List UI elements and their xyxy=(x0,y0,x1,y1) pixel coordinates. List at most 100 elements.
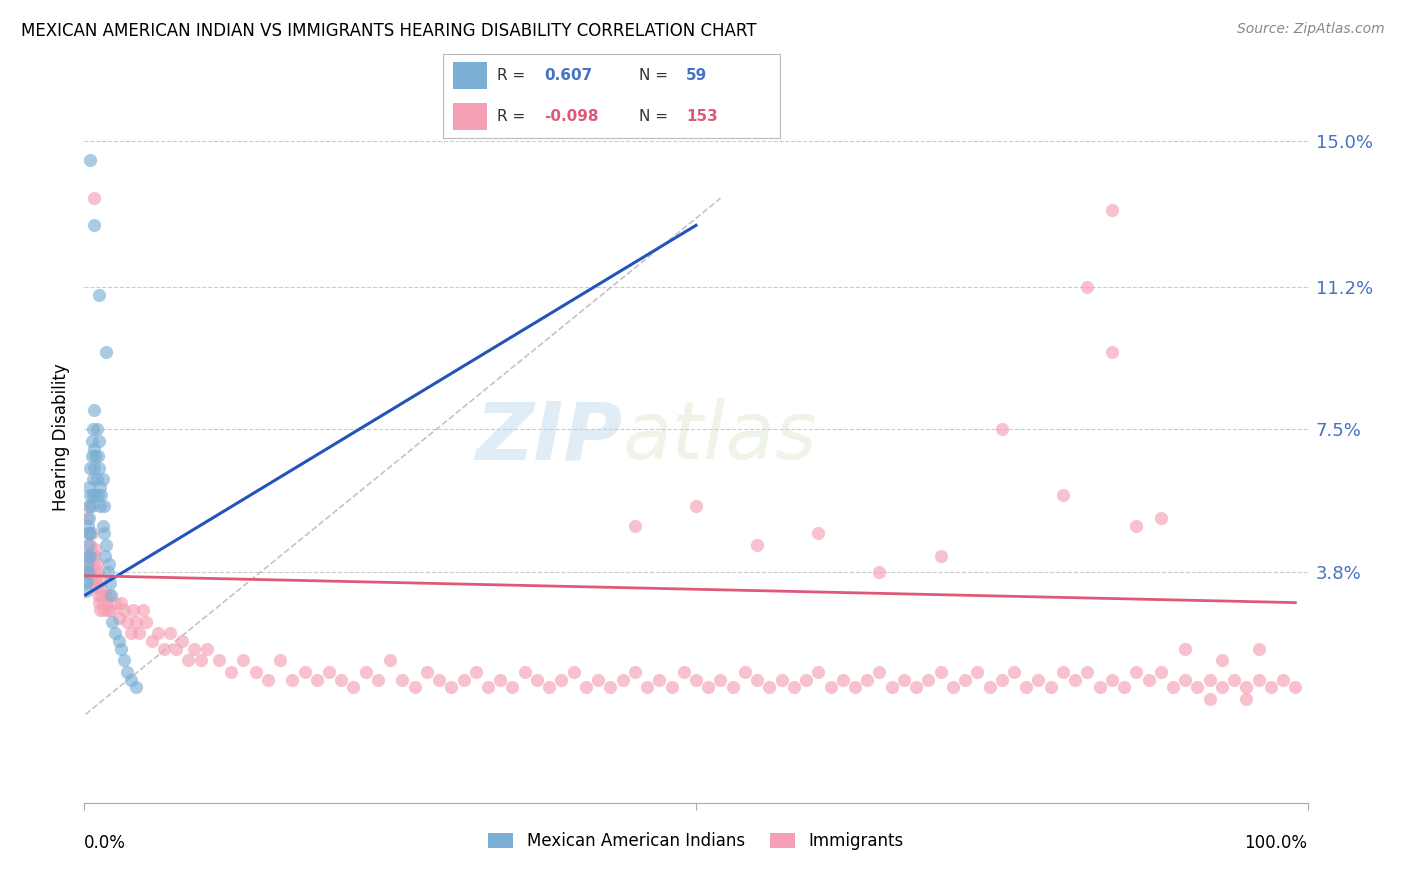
Point xyxy=(1272,673,1295,687)
Point xyxy=(1247,641,1270,656)
Point xyxy=(125,681,148,695)
Point xyxy=(831,673,853,687)
Point xyxy=(526,673,548,687)
Text: N =: N = xyxy=(638,109,668,124)
Point xyxy=(942,681,965,695)
Text: R =: R = xyxy=(496,68,524,83)
Point xyxy=(1064,673,1087,687)
Point xyxy=(93,500,115,514)
Point xyxy=(91,596,114,610)
Text: -0.098: -0.098 xyxy=(544,109,599,124)
Point xyxy=(747,538,769,552)
Point xyxy=(80,526,103,541)
Point xyxy=(1223,673,1246,687)
Text: MEXICAN AMERICAN INDIAN VS IMMIGRANTS HEARING DISABILITY CORRELATION CHART: MEXICAN AMERICAN INDIAN VS IMMIGRANTS HE… xyxy=(21,22,756,40)
Point xyxy=(416,665,439,679)
Point xyxy=(1284,681,1306,695)
Point xyxy=(83,461,105,475)
Point xyxy=(87,461,110,475)
Point xyxy=(1187,681,1209,695)
Point xyxy=(747,673,769,687)
Point xyxy=(80,500,103,514)
Point xyxy=(89,500,111,514)
Point xyxy=(89,603,111,617)
Point xyxy=(100,603,122,617)
Point xyxy=(91,472,114,486)
Point xyxy=(404,681,426,695)
Point xyxy=(77,549,100,564)
Point xyxy=(120,673,142,687)
Point xyxy=(83,403,105,417)
Point xyxy=(856,673,879,687)
Point xyxy=(820,681,842,695)
Point xyxy=(115,615,138,629)
Point xyxy=(685,673,707,687)
Point xyxy=(84,450,107,464)
Point xyxy=(79,461,101,475)
Point xyxy=(100,588,122,602)
Point xyxy=(104,596,127,610)
Point xyxy=(93,526,115,541)
Point xyxy=(391,673,413,687)
Point xyxy=(513,665,536,679)
Point xyxy=(83,191,105,205)
Point xyxy=(79,153,101,167)
Point xyxy=(807,665,830,679)
Point xyxy=(90,588,112,602)
Point xyxy=(110,641,132,656)
Point xyxy=(427,673,450,687)
Point xyxy=(1088,681,1111,695)
Point xyxy=(97,565,120,579)
Point xyxy=(76,565,98,579)
Point xyxy=(880,681,903,695)
Point xyxy=(83,549,105,564)
Point xyxy=(219,665,242,679)
Point xyxy=(77,500,100,514)
Point xyxy=(1101,673,1123,687)
Point xyxy=(172,634,194,648)
Point xyxy=(165,641,187,656)
Point xyxy=(1150,665,1173,679)
Point xyxy=(709,673,731,687)
Point xyxy=(770,673,793,687)
Bar xyxy=(453,103,486,130)
Point xyxy=(929,665,952,679)
Point xyxy=(1211,653,1233,667)
Point xyxy=(77,480,100,494)
Point xyxy=(96,596,118,610)
Point xyxy=(77,538,100,552)
Point xyxy=(991,673,1014,687)
Point xyxy=(575,681,598,695)
Point xyxy=(758,681,780,695)
Point xyxy=(87,565,110,579)
Point xyxy=(991,422,1014,436)
Text: atlas: atlas xyxy=(623,398,817,476)
Point xyxy=(1247,673,1270,687)
Point xyxy=(1174,641,1197,656)
Point xyxy=(159,626,181,640)
Point xyxy=(77,549,100,564)
Point xyxy=(367,673,389,687)
Y-axis label: Hearing Disability: Hearing Disability xyxy=(52,363,70,511)
Text: R =: R = xyxy=(496,109,524,124)
Point xyxy=(84,573,107,587)
Point xyxy=(97,557,120,571)
Point xyxy=(125,615,148,629)
Point xyxy=(562,665,585,679)
Point xyxy=(477,681,499,695)
Point xyxy=(1236,681,1258,695)
Point xyxy=(1052,488,1074,502)
Point xyxy=(672,665,695,679)
Point xyxy=(80,545,103,559)
Point xyxy=(697,681,720,695)
Point xyxy=(648,673,671,687)
Text: Source: ZipAtlas.com: Source: ZipAtlas.com xyxy=(1237,22,1385,37)
Point xyxy=(97,603,120,617)
Point xyxy=(80,434,103,448)
Legend: Mexican American Indians, Immigrants: Mexican American Indians, Immigrants xyxy=(482,825,910,856)
Point xyxy=(464,665,486,679)
Point xyxy=(844,681,866,695)
Point xyxy=(82,472,104,486)
Point xyxy=(489,673,512,687)
Point xyxy=(232,653,254,667)
